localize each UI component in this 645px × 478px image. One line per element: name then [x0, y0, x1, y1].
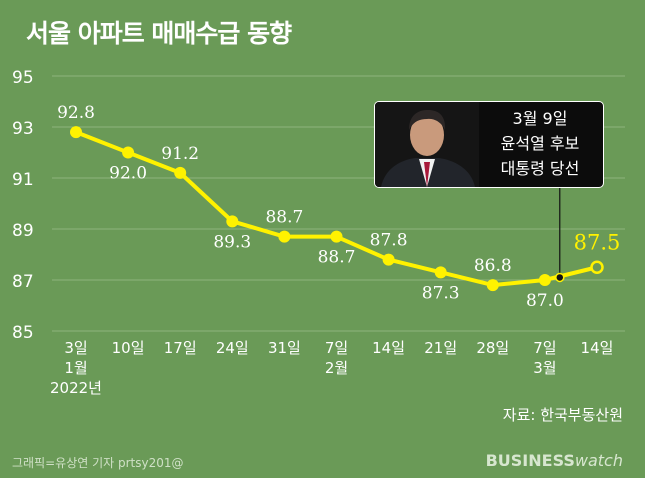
y-tick-label: 87 [12, 272, 34, 292]
data-label: 87.3 [422, 283, 460, 303]
data-label: 86.8 [474, 256, 512, 276]
brand-logo-watch: watch [574, 451, 623, 470]
data-point [226, 215, 239, 228]
y-tick-label: 93 [12, 119, 34, 139]
x-tick-label: 17일 [164, 339, 197, 357]
x-tick-label: 1월 [64, 359, 87, 377]
data-label: 91.2 [161, 144, 199, 164]
data-point [382, 253, 395, 266]
y-tick-label: 85 [12, 323, 34, 343]
data-point [330, 230, 343, 243]
brand-logo: BUSINESSwatch [486, 451, 623, 470]
data-point [278, 230, 291, 243]
data-point [538, 274, 551, 286]
data-label: 88.7 [318, 248, 356, 268]
source-note: 자료: 한국부동산원 [502, 406, 623, 424]
data-label: 92.0 [109, 164, 147, 184]
data-point [70, 126, 82, 139]
data-point [434, 266, 447, 279]
y-tick-label: 89 [12, 221, 34, 241]
data-label: 88.7 [265, 208, 303, 228]
event-marker-point [555, 272, 565, 283]
event-callout: 3월 9일 윤석열 후보 대통령 당선 [374, 101, 604, 188]
data-point [590, 260, 604, 274]
y-tick-label: 91 [12, 170, 34, 190]
y-tick-label: 95 [12, 68, 34, 88]
data-label: 89.3 [213, 232, 251, 252]
data-label: 87.0 [526, 291, 564, 311]
x-tick-label: 3일 [64, 339, 87, 357]
x-tick-label: 7일 [325, 339, 348, 357]
x-tick-label: 14일 [372, 339, 405, 357]
data-point [174, 166, 187, 179]
callout-line-elected: 대통령 당선 [500, 159, 580, 178]
data-label: 87.8 [370, 231, 408, 251]
graphic-credit: 그래픽=유상연 기자 prtsy201@ [12, 456, 184, 470]
data-point [122, 146, 135, 159]
x-tick-label: 7일 [533, 339, 556, 357]
x-tick-label: 10일 [112, 339, 145, 357]
data-label: 87.5 [574, 230, 621, 254]
x-tick-label: 14일 [581, 339, 614, 357]
x-tick-label: 2월 [325, 359, 348, 377]
x-tick-label: 24일 [216, 339, 249, 357]
data-label: 92.8 [57, 103, 95, 123]
data-point [486, 279, 499, 292]
callout-text: 3월 9일 윤석열 후보 대통령 당선 [481, 106, 599, 181]
x-tick-label: 31일 [268, 339, 301, 357]
x-tick-label: 2022년 [50, 379, 102, 397]
callout-line-candidate: 윤석열 후보 [500, 134, 580, 153]
x-tick-label: 3월 [533, 359, 556, 377]
x-tick-label: 21일 [424, 339, 457, 357]
brand-logo-business: BUSINESS [485, 451, 575, 470]
candidate-photo [375, 102, 479, 187]
chart-title: 서울 아파트 매매수급 동향 [26, 19, 292, 48]
callout-line-date: 3월 9일 [512, 109, 568, 128]
x-tick-label: 28일 [476, 339, 509, 357]
